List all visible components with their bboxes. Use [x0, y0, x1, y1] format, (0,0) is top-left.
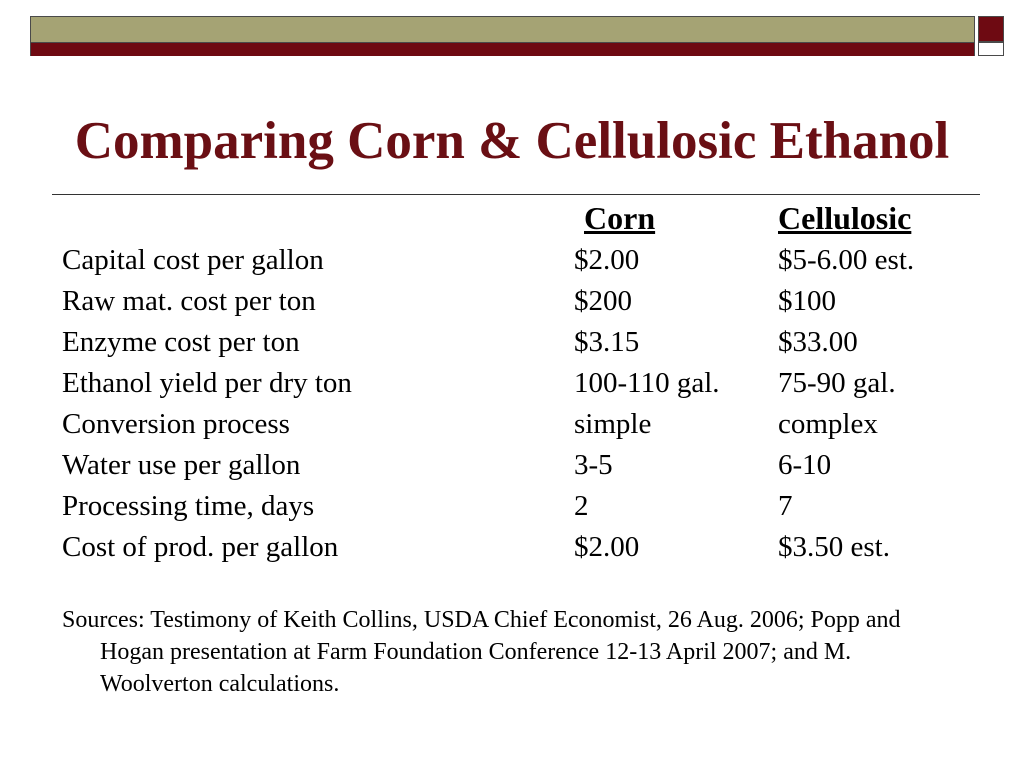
column-header-corn: Corn: [584, 200, 656, 236]
table-row: Conversion process simple complex: [62, 404, 962, 445]
corn-value: $200: [574, 285, 632, 317]
cellulosic-value: complex: [778, 408, 878, 440]
header-band-olive: [31, 17, 974, 43]
cellulosic-value: 7: [778, 490, 793, 522]
title-divider: [52, 194, 980, 195]
column-header-cellulosic: Cellulosic: [778, 200, 912, 236]
cellulosic-value: $5-6.00 est.: [778, 244, 915, 276]
row-label: Ethanol yield per dry ton: [62, 367, 352, 399]
table-header-row: Corn Cellulosic: [62, 196, 962, 240]
row-label: Enzyme cost per ton: [62, 326, 300, 358]
cellulosic-value: 6-10: [778, 449, 832, 481]
corn-value: $3.15: [574, 326, 640, 358]
cellulosic-value: $3.50 est.: [778, 531, 890, 563]
header-band-maroon: [31, 43, 974, 56]
cellulosic-value: $100: [778, 285, 836, 317]
corn-value: 3-5: [574, 449, 613, 481]
row-label: Cost of prod. per gallon: [62, 531, 339, 563]
cellulosic-value: 75-90 gal.: [778, 367, 896, 399]
table-row: Ethanol yield per dry ton 100-110 gal. 7…: [62, 363, 962, 404]
table-row: Raw mat. cost per ton $200 $100: [62, 281, 962, 322]
corner-square-maroon: [978, 16, 1004, 42]
sources-footnote: Sources: Testimony of Keith Collins, USD…: [62, 607, 901, 697]
table-row: Capital cost per gallon $2.00 $5-6.00 es…: [62, 240, 962, 281]
table-row: Cost of prod. per gallon $2.00 $3.50 est…: [62, 527, 962, 568]
row-label: Conversion process: [62, 408, 290, 440]
corn-value: simple: [574, 408, 652, 440]
row-label: Water use per gallon: [62, 449, 301, 481]
comparison-table: Corn Cellulosic Capital cost per gallon …: [62, 196, 962, 568]
corn-value: $2.00: [574, 531, 640, 563]
corner-square-white: [978, 42, 1004, 56]
row-label: Raw mat. cost per ton: [62, 285, 316, 317]
table-row: Enzyme cost per ton $3.15 $33.00: [62, 322, 962, 363]
header-decoration-band: [30, 16, 975, 56]
corn-value: 2: [574, 490, 589, 522]
table-row: Processing time, days 2 7: [62, 486, 962, 527]
cellulosic-value: $33.00: [778, 326, 858, 358]
corn-value: 100-110 gal.: [574, 367, 720, 399]
corn-value: $2.00: [574, 244, 640, 276]
slide-title: Comparing Corn & Cellulosic Ethanol: [74, 112, 950, 170]
row-label: Processing time, days: [62, 490, 315, 522]
table-row: Water use per gallon 3-5 6-10: [62, 445, 962, 486]
row-label: Capital cost per gallon: [62, 244, 324, 276]
